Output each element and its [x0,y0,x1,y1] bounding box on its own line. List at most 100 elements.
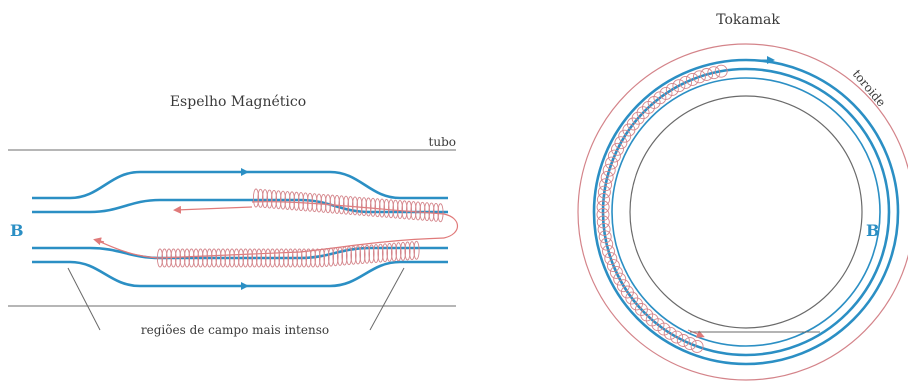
gyration-loop [368,244,375,264]
gyration-loop [378,198,386,218]
gyration-loop [670,330,684,344]
gyration-loop [611,142,624,156]
mirror-field-lines [32,170,448,288]
gyration-loop [360,197,368,217]
gyration-loop [413,240,420,260]
gyration-loop [323,248,330,267]
gyration-loop [179,248,186,268]
gyration-loop [206,248,213,268]
particle-arrow-left [173,205,253,214]
gyration-loop [174,248,182,268]
gyration-loop [602,244,615,258]
gyration-loop [707,66,721,80]
gyration-loop [350,245,357,265]
gyration-loop [613,272,627,286]
gyration-loop [614,136,628,150]
gyration-loop [428,202,435,222]
gyration-loop [404,241,411,261]
gyration-loop [369,197,377,217]
gyration-loop [616,279,630,293]
gyration-loop [383,198,390,218]
gyration-loop [282,248,290,268]
gyration-loop [599,178,613,192]
gyration-loop [257,188,264,208]
gyration-loop [423,202,431,222]
gyration-loop [672,79,686,93]
tokamak-title: Tokamak [716,12,780,28]
gyration-loop [387,199,395,219]
gyration-loop [359,245,366,265]
gyration-loop [278,248,285,268]
gyration-loop [333,195,341,214]
region-leader-left [67,267,101,331]
gyration-loop [297,192,305,212]
gyration-loop [318,248,326,268]
region-leader-right [369,267,405,331]
gyration-loop [437,203,444,223]
toroid-inner-wall [629,95,863,329]
gyration-loop [305,248,312,268]
gyration-loop [309,248,317,268]
gyration-loop [618,129,632,143]
gyration-loop [604,252,618,266]
gyration-loop [341,246,348,266]
gyration-loop [252,188,260,208]
gyration-loop [306,192,314,212]
gyration-loop [596,200,610,214]
gyration-loop [314,248,321,268]
gyration-loop [336,246,344,266]
gyration-loop [607,149,621,163]
gyration-loop [395,242,402,262]
gyration-loop [170,248,177,268]
gyration-loop [410,201,417,221]
gyration-loop [609,265,623,279]
gyration-loop [266,189,273,209]
particle-arrow-lower [93,237,105,246]
gyration-loop [260,248,267,268]
gyration-loop [354,245,362,265]
regions-label: regiões de campo mais intenso [141,323,329,337]
toroid-label: toroide [850,67,889,109]
gyration-loop [606,259,620,273]
gyration-loop [408,241,416,261]
tokamak-field-line-3 [611,77,881,347]
tokamak-field-line-1 [592,58,900,366]
gyration-loop [405,200,413,220]
gyration-loop [605,156,619,170]
gyration-loop [302,192,309,212]
gyration-loop [374,198,381,218]
tokamak-field-line-2 [601,67,891,357]
gyration-loop [275,190,282,210]
gyration-loop [242,248,249,268]
gyration-loop [342,195,350,215]
field-line-4 [32,260,448,288]
gyration-loop [432,202,440,222]
gyration-loop [414,201,422,221]
gyration-loop [345,246,353,266]
gyration-loop [311,193,318,213]
gyration-loop [255,248,263,268]
gyration-loop [288,191,296,211]
gyration-loop [329,194,336,214]
tokamak-particle-arrow [687,329,705,338]
gyration-loop [700,68,714,81]
gyration-loop [596,215,610,229]
helix-lower [156,240,420,268]
gyration-loop [600,170,614,184]
tokamak-field-label: B [866,221,880,240]
gyration-loop [399,241,407,261]
gyration-loop [351,196,359,216]
tube-label: tubo [429,135,456,149]
gyration-loop [598,230,612,244]
gyration-loop [386,242,393,262]
gyration-loop [683,337,697,351]
gyration-loop [332,247,339,267]
gyration-loop [237,248,245,268]
gyration-loop [690,339,704,353]
gyration-loop [188,248,195,268]
gyration-loop [210,248,218,268]
gyration-loop [347,196,354,216]
gyration-loop [602,163,616,177]
gyration-loop [228,248,236,268]
gyration-loop [396,200,404,219]
